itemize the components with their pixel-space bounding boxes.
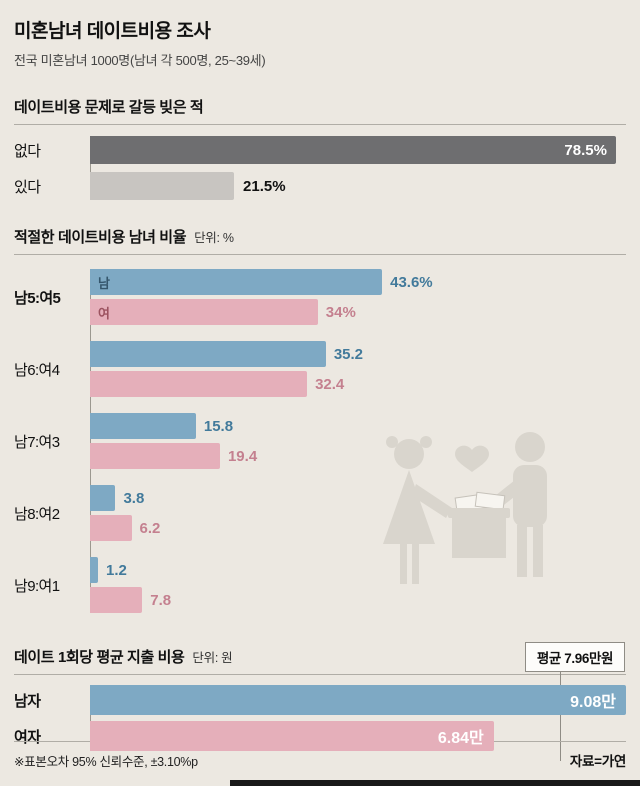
ratio-groups: 남5:여5 남 43.6% 여 34% — [14, 269, 626, 613]
group-label: 남8:여2 — [14, 505, 60, 523]
bar-track: 6.84만 — [90, 721, 626, 751]
axis-baseline — [90, 685, 91, 751]
bar-track: 9.08만 — [90, 685, 626, 715]
chart-row: 1.2 — [90, 557, 626, 583]
section-spending-chart: 데이트 1회당 평균 지출 비용 단위: 원 평균 7.96만원 남자 9.08… — [14, 642, 626, 761]
value-label: 7.8 — [150, 591, 172, 609]
footnote: ※표본오차 95% 신뢰수준, ±3.10%p — [14, 755, 198, 769]
group-bars: 35.2 32.4 — [90, 341, 626, 397]
ratio-group-7-3: 남7:여3 15.8 19.4 — [14, 413, 626, 469]
chart-row: 6.2 — [90, 515, 626, 541]
chart-row: 없다 78.5% — [14, 136, 626, 164]
spending-rows: 남자 9.08만 여자 6.84만 — [14, 669, 626, 761]
conflict-rows: 없다 78.5% 있다 21.5% — [14, 136, 626, 200]
chart-row: 15.8 — [90, 413, 626, 439]
subtitle: 전국 미혼남녀 1000명(남녀 각 500명, 25~39세) — [14, 53, 266, 68]
section-header: 적절한 데이트비용 남녀 비율 단위: % — [14, 226, 626, 247]
bottom-edge-bar — [230, 780, 640, 786]
male-bar — [90, 557, 99, 583]
male-spending-bar: 9.08만 — [90, 685, 626, 715]
female-bar — [90, 587, 143, 613]
male-bar — [90, 413, 196, 439]
group-bars: 3.8 6.2 — [90, 485, 626, 541]
female-bar — [90, 371, 308, 397]
category-label: 남자 — [14, 692, 41, 710]
ratio-group-8-2: 남8:여2 3.8 6.2 — [14, 485, 626, 541]
ratio-group-5-5: 남5:여5 남 43.6% 여 34% — [14, 269, 626, 325]
female-bar — [90, 443, 220, 469]
group-label: 남5:여5 — [14, 289, 61, 307]
chart-row: 32.4 — [90, 371, 626, 397]
chart-row: 남자 9.08만 — [14, 685, 626, 715]
series-label-female: 여 — [98, 305, 110, 321]
female-spending-bar: 6.84만 — [90, 721, 494, 751]
value-label: 43.6% — [390, 273, 433, 291]
section-header: 데이트비용 문제로 갈등 빚은 적 — [14, 96, 626, 117]
axis-baseline — [90, 136, 91, 200]
value-label: 15.8 — [203, 417, 234, 435]
chart-row: 있다 21.5% — [14, 172, 626, 200]
chart-row: 19.4 — [90, 443, 626, 469]
group-label: 남7:여3 — [14, 433, 60, 451]
chart-row: 3.8 — [90, 485, 626, 511]
category-label: 있다 — [14, 178, 41, 196]
chart-row: 여자 6.84만 — [14, 721, 626, 751]
value-label: 3.8 — [123, 489, 145, 507]
chart-row: 35.2 — [90, 341, 626, 367]
group-bars: 1.2 7.8 — [90, 557, 626, 613]
conflict-bar-none: 78.5% — [90, 136, 616, 164]
value-label: 6.84만 — [437, 730, 484, 747]
series-label-male: 남 — [98, 275, 110, 291]
female-bar: 여 — [90, 299, 318, 325]
page-title: 미혼남녀 데이트비용 조사 — [14, 21, 211, 42]
value-label: 78.5% — [564, 141, 607, 159]
average-annotation: 평균 7.96만원 — [524, 642, 625, 672]
unit-label: 단위: % — [194, 231, 234, 245]
category-label: 없다 — [14, 142, 41, 160]
ratio-group-6-4: 남6:여4 35.2 32.4 — [14, 341, 626, 397]
unit-label: 단위: 원 — [192, 651, 233, 665]
value-label: 32.4 — [315, 375, 345, 393]
section-ratio-chart: 적절한 데이트비용 남녀 비율 단위: % 남5:여5 남 43.6% — [14, 226, 626, 613]
value-label: 6.2 — [139, 519, 161, 537]
chart-row: 남 43.6% — [90, 269, 626, 295]
group-label: 남6:여4 — [14, 361, 60, 379]
ratio-group-9-1: 남9:여1 1.2 7.8 — [14, 557, 626, 613]
value-label: 19.4 — [227, 447, 258, 465]
value-label: 9.08만 — [570, 694, 616, 711]
group-bars: 15.8 19.4 — [90, 413, 626, 469]
section-title: 데이트 1회당 평균 지출 비용 — [14, 649, 185, 666]
male-bar — [90, 485, 116, 511]
value-label: 1.2 — [106, 561, 127, 579]
section-title: 데이트비용 문제로 갈등 빚은 적 — [14, 99, 204, 116]
female-bar — [90, 515, 132, 541]
section-header: 데이트 1회당 평균 지출 비용 단위: 원 — [14, 646, 626, 667]
bar-track: 21.5% — [90, 172, 626, 200]
conflict-bar-yes — [90, 172, 235, 200]
value-label: 21.5% — [243, 177, 286, 195]
section-divider — [14, 674, 626, 675]
category-label: 여자 — [14, 728, 41, 746]
axis-baseline — [90, 269, 91, 613]
male-bar — [90, 341, 326, 367]
bar-track: 78.5% — [90, 136, 626, 164]
section-conflict-chart: 데이트비용 문제로 갈등 빚은 적 없다 78.5% 있다 — [14, 96, 626, 200]
group-bars: 남 43.6% 여 34% — [90, 269, 626, 325]
male-bar: 남 — [90, 269, 383, 295]
value-label: 34% — [325, 303, 356, 321]
chart-row: 여 34% — [90, 299, 626, 325]
section-title: 적절한 데이트비용 남녀 비율 — [14, 229, 187, 246]
value-label: 35.2 — [333, 345, 364, 363]
section-divider — [14, 124, 626, 125]
chart-row: 7.8 — [90, 587, 626, 613]
group-label: 남9:여1 — [14, 577, 60, 595]
source-credit: 자료=가연 — [569, 754, 626, 769]
section-divider — [14, 254, 626, 255]
